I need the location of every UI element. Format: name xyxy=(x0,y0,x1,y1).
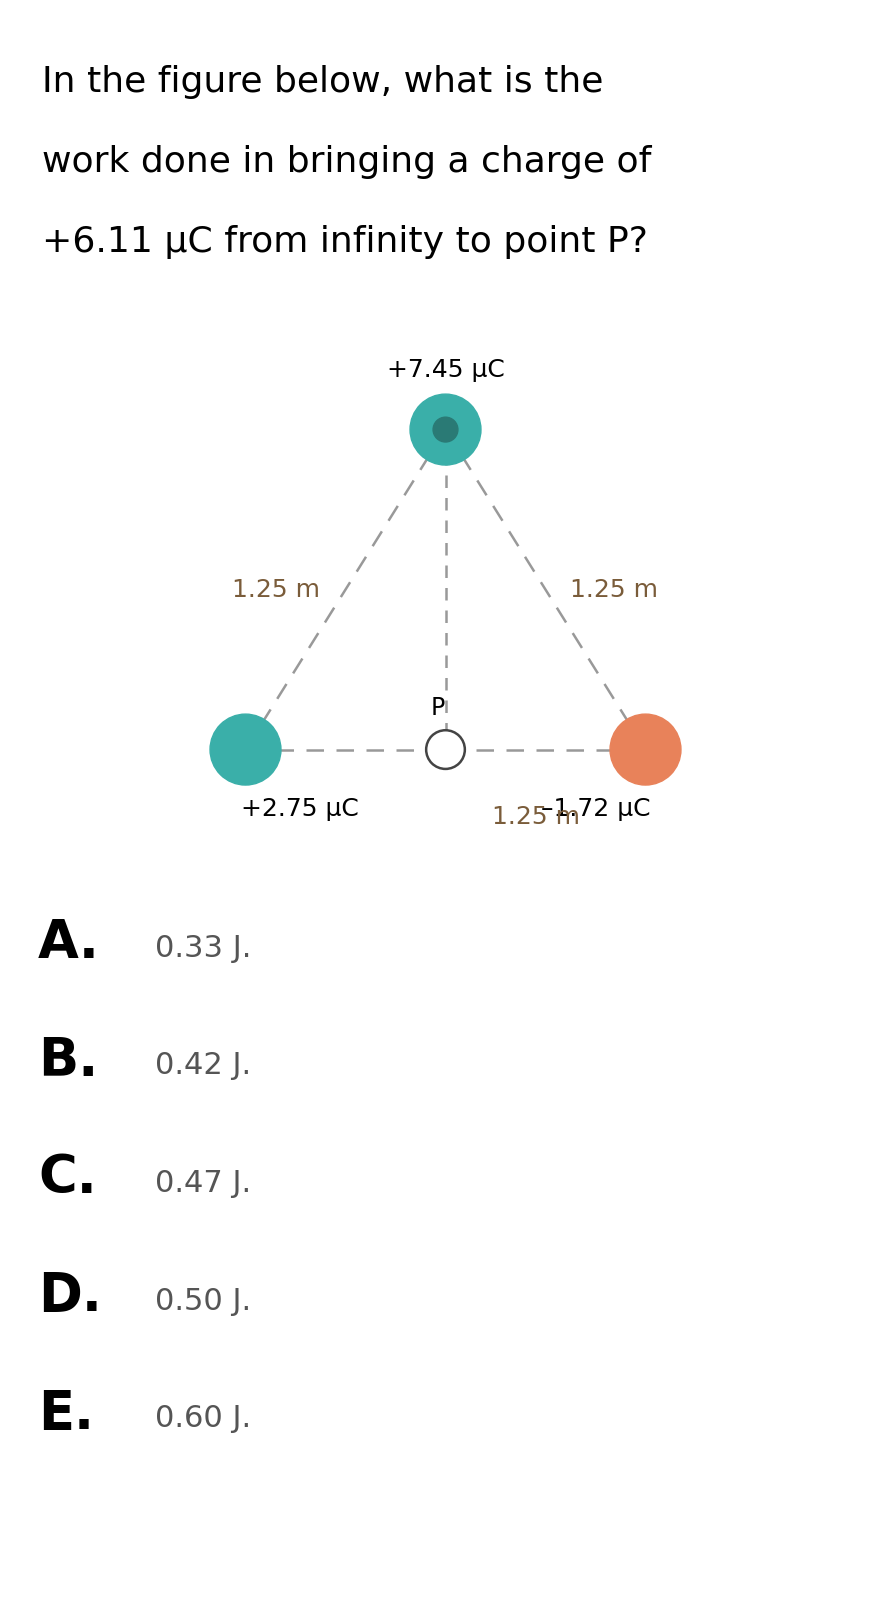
Circle shape xyxy=(210,714,281,785)
Text: 0.33 J.: 0.33 J. xyxy=(155,933,251,962)
Text: In the figure below, what is the: In the figure below, what is the xyxy=(42,64,603,98)
Text: 0.42 J.: 0.42 J. xyxy=(155,1051,251,1080)
Text: 1.25 m: 1.25 m xyxy=(570,577,658,601)
Text: 1.25 m: 1.25 m xyxy=(233,577,321,601)
Text: +7.45 μC: +7.45 μC xyxy=(387,358,504,382)
Text: E.: E. xyxy=(38,1388,94,1440)
Circle shape xyxy=(410,393,481,464)
Text: 0.47 J.: 0.47 J. xyxy=(155,1169,251,1198)
Text: 1.25 m: 1.25 m xyxy=(492,804,579,829)
Circle shape xyxy=(426,730,465,769)
Text: C.: C. xyxy=(38,1153,97,1204)
Text: +6.11 μC from infinity to point P?: +6.11 μC from infinity to point P? xyxy=(42,226,648,260)
Text: –1.72 μC: –1.72 μC xyxy=(541,796,650,821)
Circle shape xyxy=(433,418,458,442)
Text: work done in bringing a charge of: work done in bringing a charge of xyxy=(42,145,651,179)
Text: D.: D. xyxy=(38,1270,102,1322)
Text: 0.50 J.: 0.50 J. xyxy=(155,1286,251,1315)
Text: +2.75 μC: +2.75 μC xyxy=(241,796,358,821)
Text: 0.60 J.: 0.60 J. xyxy=(155,1404,251,1433)
Text: B.: B. xyxy=(38,1035,98,1086)
Circle shape xyxy=(610,714,681,785)
Text: A.: A. xyxy=(38,917,100,969)
Text: P: P xyxy=(430,696,445,721)
